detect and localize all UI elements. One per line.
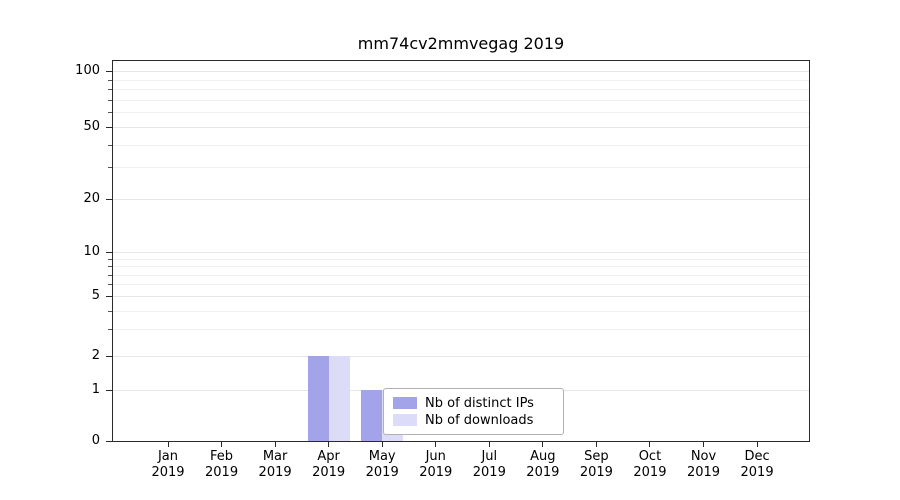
y-minor-tick-mark — [108, 112, 112, 114]
x-tick-mark — [703, 442, 704, 447]
x-tick-mark — [435, 442, 437, 447]
minor-gridline — [113, 266, 809, 268]
x-tick-mark — [328, 442, 330, 447]
y-tick-label: 0 — [91, 433, 100, 448]
x-tick-mark — [381, 442, 383, 447]
minor-gridline — [113, 310, 809, 312]
major-gridline — [113, 199, 809, 200]
x-tick-label: Aug 2019 — [526, 449, 560, 480]
y-tick-label: 5 — [91, 288, 100, 303]
y-minor-tick-mark — [108, 310, 112, 312]
y-tick-mark — [106, 127, 112, 128]
x-tick-label: Jun 2019 — [419, 449, 453, 480]
legend-swatch-distinct-ips — [393, 397, 417, 409]
y-minor-tick-mark — [108, 89, 112, 91]
y-minor-tick-mark — [108, 99, 112, 101]
x-tick-label: Mar 2019 — [258, 449, 292, 480]
x-tick-label: Jan 2019 — [151, 449, 185, 480]
y-tick-label: 100 — [75, 63, 100, 78]
y-tick-label: 1 — [91, 382, 100, 397]
y-tick-mark — [106, 356, 112, 357]
minor-gridline — [113, 329, 809, 331]
major-gridline — [113, 356, 809, 357]
legend-entry-downloads: Nb of downloads — [393, 412, 554, 428]
legend: Nb of distinct IPs Nb of downloads — [383, 388, 564, 435]
major-gridline — [113, 71, 809, 72]
y-minor-tick-mark — [108, 167, 112, 169]
y-tick-label: 10 — [83, 244, 100, 259]
legend-swatch-downloads — [393, 414, 417, 426]
y-minor-tick-mark — [108, 329, 112, 331]
x-tick-label: Oct 2019 — [633, 449, 667, 480]
y-minor-tick-mark — [108, 266, 112, 268]
legend-label-distinct-ips: Nb of distinct IPs — [425, 395, 534, 411]
minor-gridline — [113, 99, 809, 101]
x-tick-label: Apr 2019 — [312, 449, 346, 480]
y-tick-label: 50 — [83, 119, 100, 134]
major-gridline — [113, 252, 809, 253]
y-minor-tick-mark — [108, 258, 112, 260]
x-tick-mark — [595, 442, 597, 447]
x-tick-label: May 2019 — [365, 449, 399, 480]
x-tick-mark — [488, 442, 490, 447]
x-tick-mark — [167, 442, 169, 447]
major-gridline — [113, 127, 809, 128]
y-minor-tick-mark — [108, 144, 112, 146]
minor-gridline — [113, 79, 809, 81]
bar-distinct-ips-may — [361, 390, 383, 441]
y-tick-mark — [106, 390, 112, 391]
minor-gridline — [113, 144, 809, 146]
x-tick-label: Dec 2019 — [740, 449, 774, 480]
y-tick-mark — [106, 71, 112, 72]
x-tick-mark — [274, 442, 276, 447]
x-tick-mark — [649, 442, 651, 447]
y-tick-label: 20 — [83, 191, 100, 206]
major-gridline — [113, 296, 809, 297]
minor-gridline — [113, 284, 809, 286]
minor-gridline — [113, 89, 809, 91]
minor-gridline — [113, 258, 809, 260]
x-tick-mark — [542, 442, 544, 447]
minor-gridline — [113, 112, 809, 114]
legend-entry-distinct-ips: Nb of distinct IPs — [393, 395, 554, 411]
x-tick-label: Jul 2019 — [472, 449, 506, 480]
x-tick-mark — [221, 442, 223, 447]
x-tick-label: Feb 2019 — [205, 449, 239, 480]
x-tick-label: Nov 2019 — [686, 449, 721, 480]
y-minor-tick-mark — [108, 274, 112, 276]
plot-area — [112, 60, 810, 442]
y-minor-tick-mark — [108, 284, 112, 286]
x-tick-label: Sep 2019 — [579, 449, 613, 480]
minor-gridline — [113, 167, 809, 169]
y-tick-mark — [106, 296, 112, 297]
y-tick-label: 2 — [91, 348, 100, 363]
y-tick-mark — [106, 252, 112, 253]
minor-gridline — [113, 274, 809, 276]
bar-downloads-apr — [328, 356, 350, 441]
legend-label-downloads: Nb of downloads — [425, 412, 534, 428]
y-minor-tick-mark — [108, 79, 112, 81]
bar-distinct-ips-apr — [307, 356, 329, 441]
y-tick-mark — [106, 441, 112, 442]
x-tick-mark — [756, 442, 758, 447]
chart-title: mm74cv2mmvegag 2019 — [357, 34, 565, 53]
y-tick-mark — [106, 199, 112, 200]
